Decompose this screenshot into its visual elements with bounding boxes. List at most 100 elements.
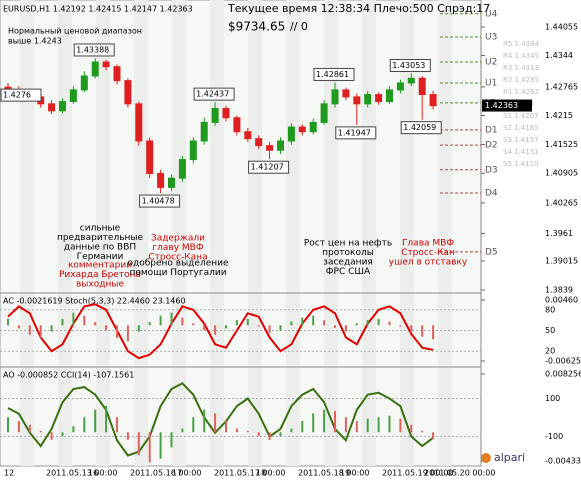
price-label-box: [139, 194, 181, 208]
event-annotation: предварительные: [57, 233, 144, 243]
histogram-bar: [170, 432, 173, 448]
level-label: D3: [485, 165, 498, 175]
logo: alpari: [494, 451, 525, 464]
y-tick-label: 1.40265: [545, 198, 578, 207]
candle-body: [157, 172, 165, 188]
price-label: 1.41947: [338, 128, 371, 137]
histogram-bar: [203, 325, 206, 331]
x-tick-label: 2011.05.20 00:00: [424, 469, 495, 478]
time-band: [248, 0, 262, 466]
level-label: U2: [485, 58, 497, 68]
histogram-bar: [323, 320, 326, 326]
chart-title: EURUSD,H1 1.42192 1.42415 1.42147 1.4236…: [3, 5, 193, 14]
panel-title: AO -0.000852 CCI(14) -107.1561: [3, 371, 134, 380]
histogram-bar: [334, 325, 336, 328]
candle-body: [364, 94, 372, 105]
y-tick-label: -100: [545, 432, 563, 441]
last-price-label: 1.42363: [485, 101, 518, 110]
pivot-label: S1 1.4207: [503, 112, 539, 120]
info-text: Нормальный ценовой диапазон: [8, 27, 142, 36]
histogram-bar: [116, 417, 118, 433]
candle-body: [48, 103, 56, 112]
candle-body: [386, 89, 393, 103]
x-tick-label: 17: [172, 469, 182, 478]
histogram-bar: [377, 417, 380, 433]
level-label: U4: [485, 9, 498, 19]
time-bands: [20, 0, 452, 466]
histogram-bar: [432, 325, 435, 340]
histogram-bar: [257, 325, 260, 327]
histogram-bar: [170, 312, 173, 326]
x-tick-label: 2011.05.16 00:00: [130, 469, 201, 478]
candle-body: [407, 77, 415, 84]
level-label: D2: [485, 141, 498, 151]
histogram-bar: [355, 420, 358, 433]
histogram-bar: [214, 413, 217, 433]
histogram-bar: [257, 432, 260, 437]
time-band: [362, 0, 376, 466]
price-label: 1.43053: [392, 61, 425, 70]
event-annotation: Германии: [77, 252, 124, 262]
histogram-bar: [290, 428, 293, 433]
histogram-bar: [137, 325, 140, 332]
candle-body: [189, 140, 197, 161]
candle-body: [146, 140, 154, 174]
x-tick-label: 16: [88, 469, 98, 478]
histogram-bar: [159, 315, 162, 326]
info-text: // 0: [290, 20, 308, 33]
histogram-bar: [72, 312, 75, 326]
histogram-bar: [410, 325, 413, 333]
x-tick-label: 18: [256, 469, 266, 478]
pivot-label: R4 1.4345: [503, 52, 539, 60]
event-annotation: ФРС США: [326, 267, 371, 277]
histogram-bar: [7, 417, 9, 433]
event-annotation: данные по ВВП: [64, 243, 136, 253]
histogram-bar: [388, 321, 391, 326]
histogram-bar: [94, 322, 97, 326]
time-band: [58, 0, 72, 466]
histogram-bar: [290, 321, 293, 326]
x-tick-label: 2011.05.13 00:00: [46, 469, 117, 478]
histogram-bar: [148, 432, 151, 463]
indicator-line: [7, 303, 434, 360]
chart-subtitle: Текущее время 12:38:34 Плечо:500 Спрэд:1…: [227, 2, 490, 15]
candle-body: [266, 145, 274, 151]
pivot-label: R3 1.4313: [503, 64, 539, 72]
y-tick-label: 100: [545, 394, 560, 403]
price-label-box: [400, 121, 442, 135]
histogram-bar: [388, 415, 391, 433]
event-annotation: сильные: [80, 224, 121, 234]
histogram-bar: [72, 426, 75, 433]
y-tick-label: 1.3839: [545, 286, 573, 295]
histogram-bar: [312, 413, 315, 433]
histogram-bar: [410, 424, 413, 433]
histogram-bar: [17, 325, 20, 329]
event-annotation: Рост цен на нефть: [304, 239, 392, 249]
histogram-bar: [279, 325, 282, 331]
price-label-box: [73, 43, 115, 57]
price-label-box: [193, 87, 235, 101]
candle-body: [211, 107, 219, 123]
histogram-bar: [159, 432, 162, 459]
time-band: [286, 0, 300, 466]
y2-tick-label: 0.008256: [545, 370, 581, 379]
event-annotation: одобрено выделение: [127, 259, 228, 269]
candle-body: [135, 103, 143, 142]
y-tick-label: 1.4344: [545, 51, 573, 60]
event-annotation: Стросс-Кан: [401, 248, 455, 258]
price-label: 1.42861: [316, 70, 349, 79]
info-text: $9734.65: [228, 20, 285, 34]
price-label: 1.41207: [251, 163, 284, 172]
histogram-bar: [421, 430, 424, 433]
candle-body: [80, 75, 88, 91]
y-tick-label: 1.44055: [545, 23, 578, 32]
x-tick-label: 2011.05.18 00:00: [298, 469, 369, 478]
candle-body: [342, 89, 350, 98]
y-tick-label: 50: [545, 326, 555, 335]
histogram-bar: [214, 325, 217, 335]
histogram-bar: [181, 317, 184, 326]
histogram-bar: [50, 432, 53, 440]
pivot-label: R2 1.4285: [503, 76, 539, 84]
pivot-label: R5 1.4384: [503, 40, 540, 48]
candle-body: [429, 94, 437, 107]
